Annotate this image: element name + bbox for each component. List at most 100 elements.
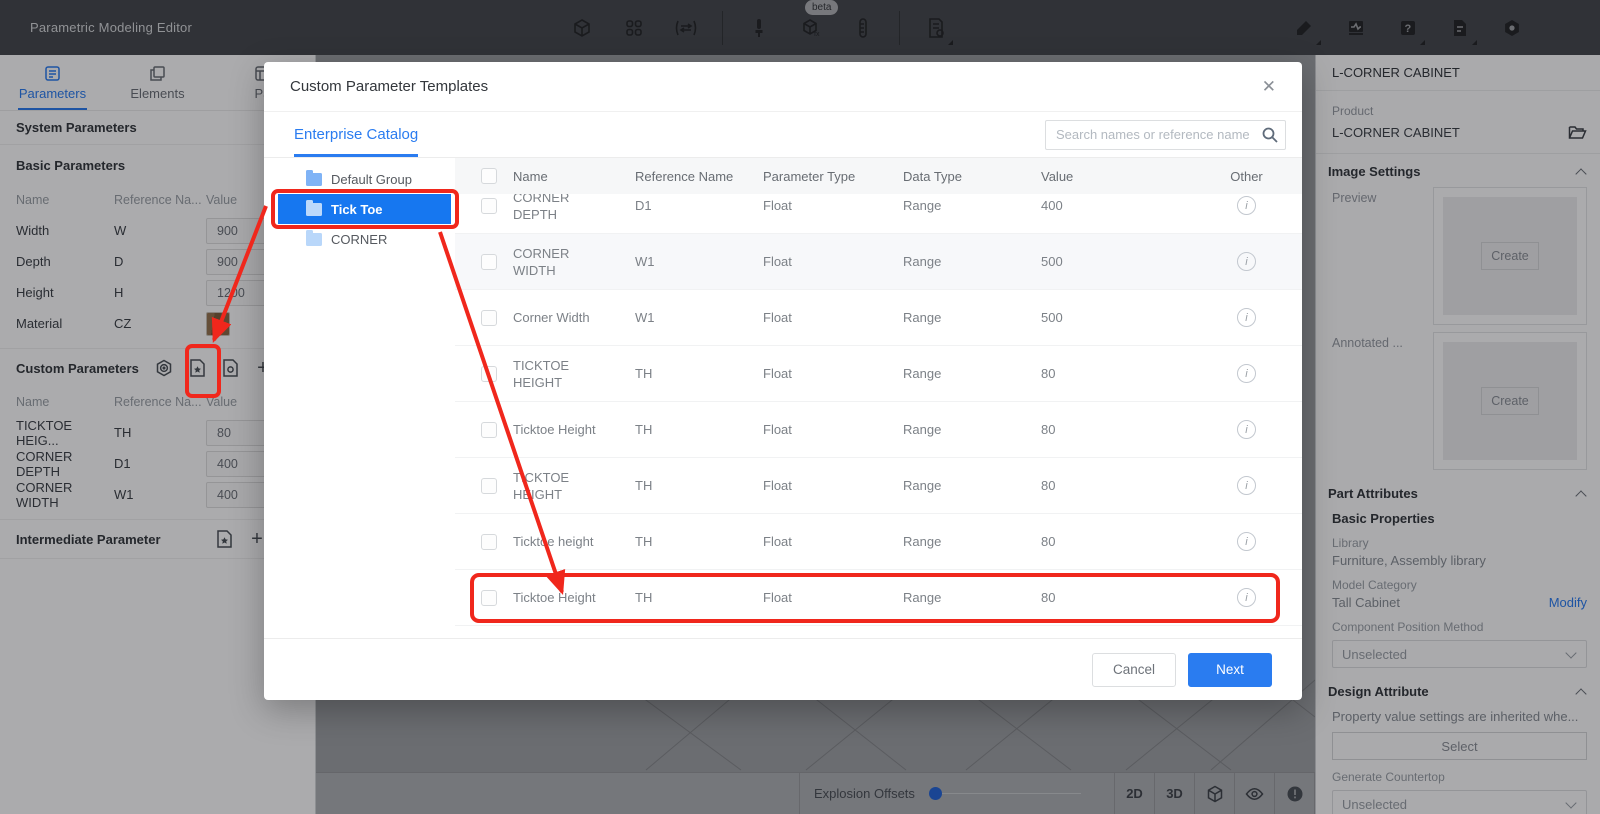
inherit-description: Property value settings are inherited wh… [1332,709,1579,724]
cell-value: 500 [1041,254,1063,269]
info-icon[interactable]: i [1237,364,1256,383]
table-row[interactable]: TICKTOE HEIGHT TH Float Range 80 i [455,458,1302,514]
info-icon[interactable]: i [1237,308,1256,327]
import-template-icon[interactable] [214,529,234,549]
select-all-checkbox[interactable] [481,168,497,184]
create-preview-button[interactable]: Create [1481,242,1539,270]
sidebar-tabs: Parameters Elements Pa [0,55,315,111]
row-checkbox[interactable] [481,421,497,438]
folder-corner[interactable]: CORNER [264,224,455,254]
row-checkbox[interactable] [481,253,497,270]
lighting-icon[interactable] [739,8,779,48]
add-parameter-icon[interactable]: + [257,357,269,379]
close-icon[interactable]: ✕ [1261,77,1276,96]
image-settings-section[interactable]: Image Settings [1328,164,1587,179]
cell-name: Corner Width [513,310,590,325]
components-grid-icon[interactable] [614,8,654,48]
cell-parameter-type: Float [763,198,792,213]
activity-monitor-icon[interactable] [1336,8,1376,48]
custom-parameters-header: Custom Parameters [16,360,139,376]
folder-label: Tick Toe [331,201,383,217]
settings-gear-icon[interactable] [1492,8,1532,48]
info-icon[interactable]: i [1237,476,1256,495]
table-row[interactable]: CORNER WIDTH W1 Float Range 500 i [455,234,1302,290]
part-attributes-section[interactable]: Part Attributes [1328,486,1587,501]
add-parameter-icon[interactable]: + [251,528,263,550]
folder-tick-toe[interactable]: Tick Toe [278,194,451,224]
measure-icon[interactable] [843,8,883,48]
library-value: Furniture, Assembly library [1332,553,1486,568]
cell-value: 80 [1041,590,1056,605]
modify-link[interactable]: Modify [1548,595,1587,610]
tab-enterprise-catalog[interactable]: Enterprise Catalog [294,112,419,157]
header-reference-name: Reference Name [635,168,734,184]
model-category-label: Model Category [1332,578,1417,592]
view-2d-button[interactable]: 2D [1115,773,1155,814]
cell-data-type: Range [903,366,942,381]
next-button[interactable]: Next [1188,652,1272,687]
image-settings-label: Image Settings [1328,164,1421,179]
slider-handle[interactable] [928,787,942,800]
visibility-eye-icon[interactable] [1235,773,1275,814]
col-reference: Reference Na... [114,395,202,409]
model-cube-icon[interactable] [562,8,602,48]
cube-view-icon[interactable] [1195,773,1235,814]
view-3d-button[interactable]: 3D [1155,773,1195,814]
row-checkbox[interactable] [481,477,497,494]
search-icon[interactable] [1261,126,1279,149]
app-title: Parametric Modeling Editor [30,20,192,35]
row-checkbox[interactable] [481,309,497,326]
info-icon[interactable]: i [1237,420,1256,439]
table-row[interactable]: TICKTOE HEIGHT TH Float Range 80 i [455,346,1302,402]
info-icon[interactable]: i [1237,252,1256,271]
info-icon[interactable]: i [1237,532,1256,551]
import-template-icon[interactable] [187,358,207,378]
cancel-button[interactable]: Cancel [1092,652,1176,687]
modal-header: Custom Parameter Templates ✕ [264,62,1302,112]
explosion-offsets-slider[interactable] [928,787,1081,800]
help-icon[interactable]: ? [1388,8,1428,48]
table-row[interactable]: Ticktoe Height TH Float Range 80 i [455,402,1302,458]
col-value: Value [206,395,238,409]
row-checkbox[interactable] [481,197,497,214]
row-checkbox[interactable] [481,365,497,382]
cell-reference: TH [635,366,653,381]
tab-parameters[interactable]: Parameters [0,55,105,110]
swap-constraints-icon[interactable] [666,8,706,48]
table-row-highlighted[interactable]: Ticktoe Height TH Float Range 80 i [455,570,1302,626]
cell-reference: TH [635,422,653,437]
table-row[interactable]: Ticktoe height TH Float Range 80 i [455,514,1302,570]
cell-parameter-type: Float [763,590,792,605]
table-row[interactable]: Corner Width W1 Float Range 500 i [455,290,1302,346]
select-button[interactable]: Select [1332,732,1587,760]
annotated-label: Annotated ... [1332,336,1403,350]
folder-default-group[interactable]: Default Group [264,164,455,194]
info-icon[interactable]: i [1237,196,1256,215]
info-alert-icon[interactable] [1275,773,1315,814]
header-parameter-type: Parameter Type [763,168,856,184]
system-parameters-header[interactable]: System Parameters [0,111,315,145]
cell-value: 500 [1041,310,1063,325]
info-icon[interactable]: i [1237,588,1256,607]
design-attribute-section[interactable]: Design Attribute [1328,684,1587,699]
parameter-link-icon[interactable] [154,358,174,378]
modal-footer: Cancel Next [264,638,1302,700]
intermediate-parameter-header: Intermediate Parameter [16,531,161,547]
export-template-icon[interactable] [220,358,240,378]
row-checkbox[interactable] [481,589,497,606]
document-icon[interactable] [1440,8,1480,48]
open-folder-icon[interactable] [1568,125,1587,140]
formula-cube-icon[interactable]: beta fx [791,0,839,48]
generate-countertop-select[interactable]: Unselected [1332,790,1587,814]
search-input[interactable] [1045,119,1286,150]
table-row[interactable]: CORNER DEPTH D1 Float Range 400 i [455,194,1302,234]
folder-icon [306,229,322,246]
component-position-select[interactable]: Unselected [1332,640,1587,668]
cell-data-type: Range [903,422,942,437]
tab-elements[interactable]: Elements [105,55,210,110]
create-annotated-button[interactable]: Create [1481,387,1539,415]
export-document-icon[interactable] [916,8,956,48]
row-checkbox[interactable] [481,533,497,550]
col-name: Name [16,193,50,207]
edit-pencil-icon[interactable] [1284,8,1324,48]
